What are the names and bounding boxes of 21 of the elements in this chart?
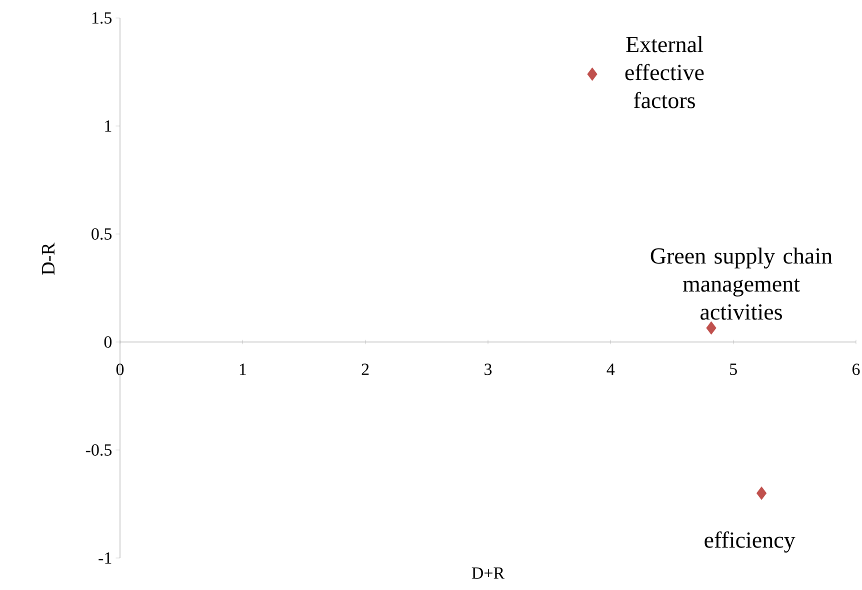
point — [587, 67, 598, 81]
x-axis-title: D+R — [472, 568, 505, 579]
y-tick-label: 1 — [105, 120, 112, 132]
x-tick-label: 3 — [484, 364, 492, 376]
y-tick-label: 1.5 — [92, 12, 112, 24]
x-tick-label: 4 — [606, 364, 615, 375]
x-tick-label: 2 — [362, 364, 369, 375]
y-tick-label: 0.5 — [92, 228, 112, 240]
x-tick-label: 0 — [116, 364, 124, 376]
point — [706, 321, 716, 335]
annotation: External effective factors — [625, 36, 704, 108]
annotation: efficiency — [704, 531, 796, 553]
point — [756, 486, 767, 500]
y-axis-title: D-R — [42, 242, 54, 275]
y-tick-label: 0 — [104, 336, 112, 348]
x-tick-label: 5 — [730, 364, 737, 375]
annotation: Green supply chain management activities — [650, 248, 832, 320]
x-tick-label: 6 — [852, 364, 860, 376]
y-tick-label: -1 — [98, 552, 112, 564]
y-tick-label: -0.5 — [86, 444, 112, 456]
x-tick-label: 1 — [240, 364, 246, 375]
